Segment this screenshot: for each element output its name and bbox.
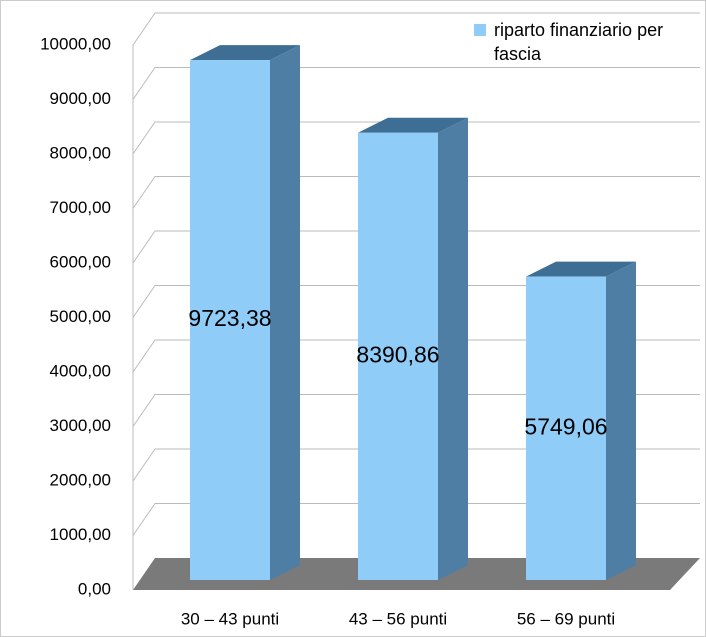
y-tick-label: 10000,00 — [40, 34, 111, 53]
y-tick-label: 6000,00 — [50, 252, 111, 271]
bar — [190, 60, 270, 580]
y-tick-label: 2000,00 — [50, 470, 111, 489]
bar-top — [526, 261, 636, 277]
bar — [358, 132, 438, 581]
y-tick-label: 8000,00 — [50, 143, 111, 162]
x-tick-label: 43 – 56 punti — [349, 609, 447, 628]
grid-line — [132, 176, 700, 209]
data-label: 9723,38 — [188, 305, 271, 331]
bar-side — [438, 117, 468, 581]
bar-top — [358, 117, 468, 133]
legend: riparto finanziario per fascia — [474, 18, 689, 66]
data-label: 5749,06 — [524, 413, 607, 439]
x-tick-label: 56 – 69 punti — [517, 609, 615, 628]
y-tick-label: 4000,00 — [50, 361, 111, 380]
y-tick-label: 7000,00 — [50, 198, 111, 217]
grid-line — [132, 448, 700, 482]
y-tick-label: 9000,00 — [50, 89, 111, 108]
bar — [526, 276, 606, 580]
legend-swatch — [474, 24, 486, 36]
grid-line — [132, 67, 700, 100]
y-tick-label: 1000,00 — [50, 525, 111, 544]
y-tick-label: 5000,00 — [50, 307, 111, 326]
y-tick-label: 3000,00 — [50, 416, 111, 435]
bar-side — [606, 261, 636, 580]
grid-line — [132, 285, 700, 318]
grid-line — [132, 230, 700, 264]
bar-top — [190, 45, 300, 61]
grid-line — [132, 12, 700, 46]
bar-side — [270, 45, 300, 580]
data-label: 8390,86 — [356, 341, 439, 367]
x-tick-label: 30 – 43 punti — [181, 609, 279, 628]
grid-line — [132, 394, 700, 427]
grid-line — [132, 339, 700, 373]
y-tick-label: 0,00 — [78, 579, 111, 598]
grid-line — [132, 121, 700, 155]
grid-line — [132, 503, 700, 536]
legend-label: riparto finanziario per fascia — [494, 20, 664, 64]
